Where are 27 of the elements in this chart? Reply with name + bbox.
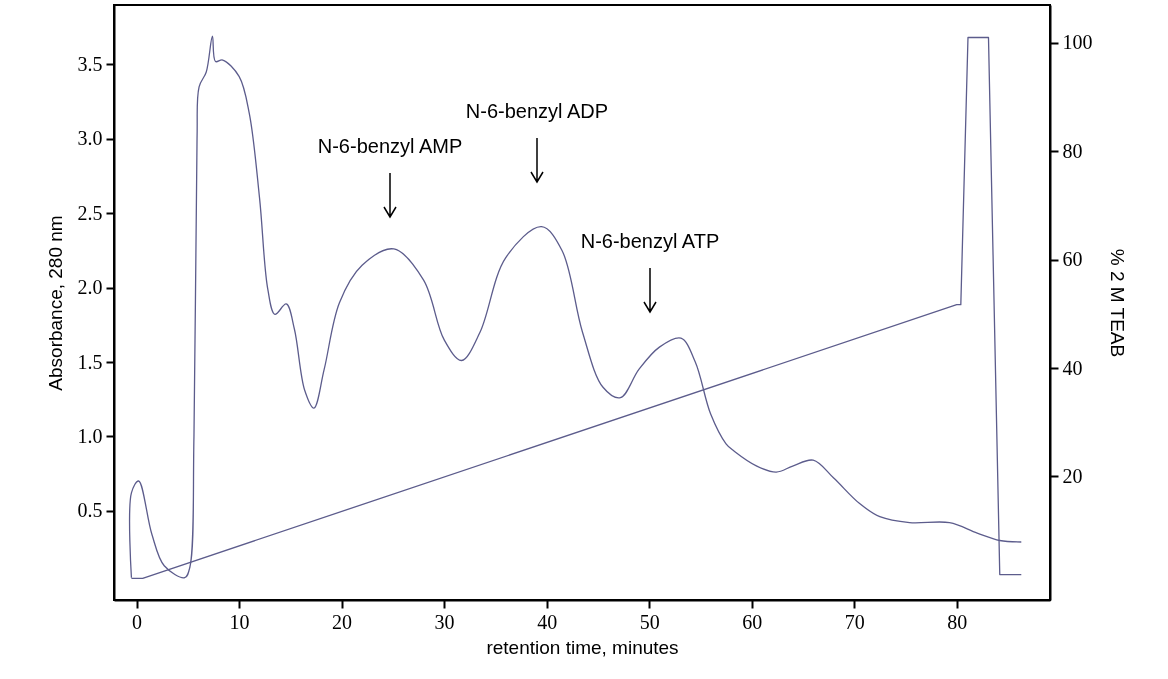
y2-tick-label: 80 bbox=[1062, 139, 1083, 162]
y-tick-label: 2.5 bbox=[77, 201, 103, 224]
x-tick-label: 20 bbox=[332, 610, 353, 633]
annotation: N-6-benzyl ADP bbox=[465, 100, 609, 122]
x-tick-label: 10 bbox=[229, 610, 250, 633]
y-axis-title: Absorbance, 280 nm bbox=[44, 215, 66, 391]
x-tick-label: 60 bbox=[742, 610, 763, 633]
y-tick-label: 2.0 bbox=[77, 276, 103, 299]
y2-tick-label: 40 bbox=[1062, 356, 1083, 379]
x-axis-title: retention time, minutes bbox=[486, 636, 679, 658]
x-tick-label: 40 bbox=[537, 610, 558, 633]
y-tick-label: 3.0 bbox=[77, 127, 103, 150]
x-tick-label: 0 bbox=[132, 610, 143, 633]
y2-tick-label: 100 bbox=[1062, 31, 1093, 54]
y2-tick-label: 20 bbox=[1062, 464, 1083, 487]
y-tick-label: 1.0 bbox=[77, 424, 103, 447]
y-tick-label: 1.5 bbox=[77, 350, 103, 373]
x-tick-label: 70 bbox=[844, 610, 865, 633]
y2-tick-label: 60 bbox=[1062, 248, 1083, 271]
y-tick-label: 3.5 bbox=[77, 53, 103, 75]
y2-axis-title: % 2 M TEAB bbox=[1106, 248, 1128, 358]
x-tick-label: 30 bbox=[434, 610, 455, 633]
annotation: N-6-benzyl ATP bbox=[580, 230, 720, 252]
y-tick-label: 0.5 bbox=[77, 499, 103, 522]
annotation: N-6-benzyl AMP bbox=[317, 135, 463, 157]
x-tick-label: 80 bbox=[947, 610, 968, 633]
x-tick-label: 50 bbox=[639, 610, 660, 633]
